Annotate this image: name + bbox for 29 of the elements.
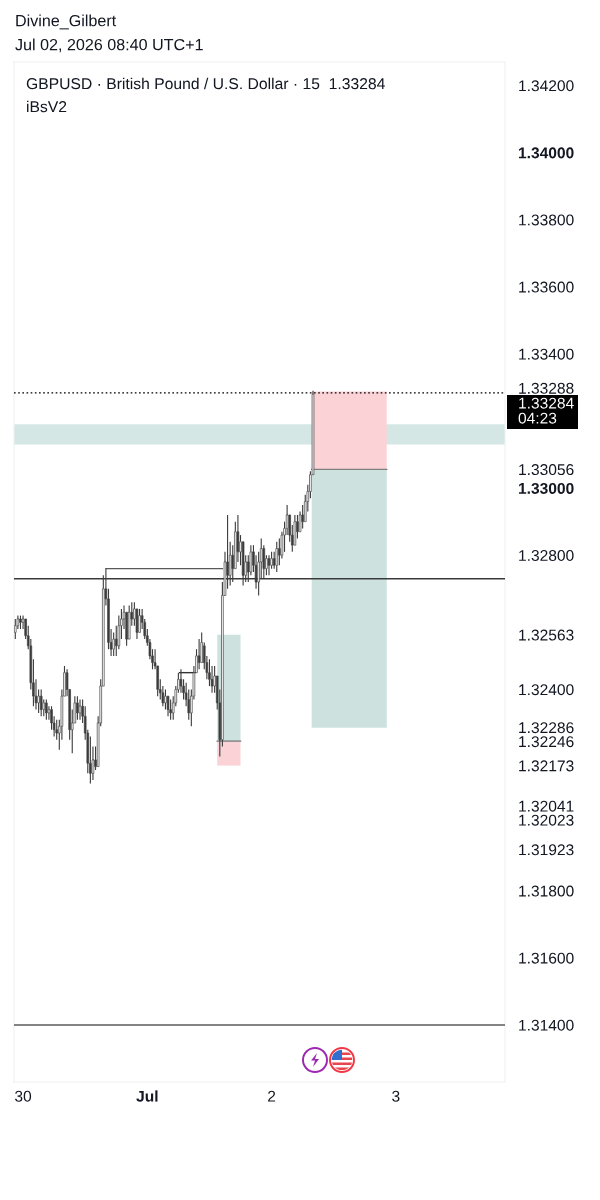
y-tick-label: 1.32800 <box>519 550 574 562</box>
y-tick-label: 1.33000 <box>518 482 574 494</box>
y-tick-label: 1.31400 <box>519 1019 574 1031</box>
y-tick-label: 1.31600 <box>519 952 574 964</box>
y-tick-label: 1.32173 <box>519 760 574 772</box>
text: Jul 02, 2026 08:40 UTC+1 <box>15 38 203 53</box>
y-tick-label: 1.32041 <box>519 800 574 812</box>
text: GBPUSD · British Pound / U.S. Dollar · 15 1.33284 <box>26 77 385 90</box>
y-tick-label: 1.32023 <box>519 814 574 826</box>
y-tick-label: 1.34200 <box>519 80 574 92</box>
x-tick-label: 30 <box>15 1090 32 1102</box>
x-tick-label: Jul <box>136 1090 158 1102</box>
y-tick-label: 1.32246 <box>519 736 574 748</box>
y-tick-label: 1.33400 <box>519 348 574 360</box>
y-tick-label: 1.32563 <box>519 629 574 641</box>
y-tick-label: 1.33288 <box>519 382 574 394</box>
x-tick-label: 3 <box>392 1090 400 1102</box>
y-tick-label: 1.31800 <box>519 885 574 897</box>
y-tick-label: 1.32286 <box>519 722 574 734</box>
y-tick-label: 1.34000 <box>518 147 574 159</box>
y-tick-label: 1.33056 <box>519 464 574 476</box>
text: iBsV2 <box>27 100 67 113</box>
text: Divine_Gilbert <box>16 14 117 30</box>
y-tick-label: 1.33600 <box>519 281 574 293</box>
x-tick-label: 2 <box>268 1090 276 1102</box>
y-tick-label: 1.31923 <box>519 844 574 856</box>
ref-line-label: 1.33284 04:23 <box>518 397 574 424</box>
y-tick-label: 1.32400 <box>519 684 574 696</box>
y-tick-label: 1.33800 <box>519 214 574 226</box>
